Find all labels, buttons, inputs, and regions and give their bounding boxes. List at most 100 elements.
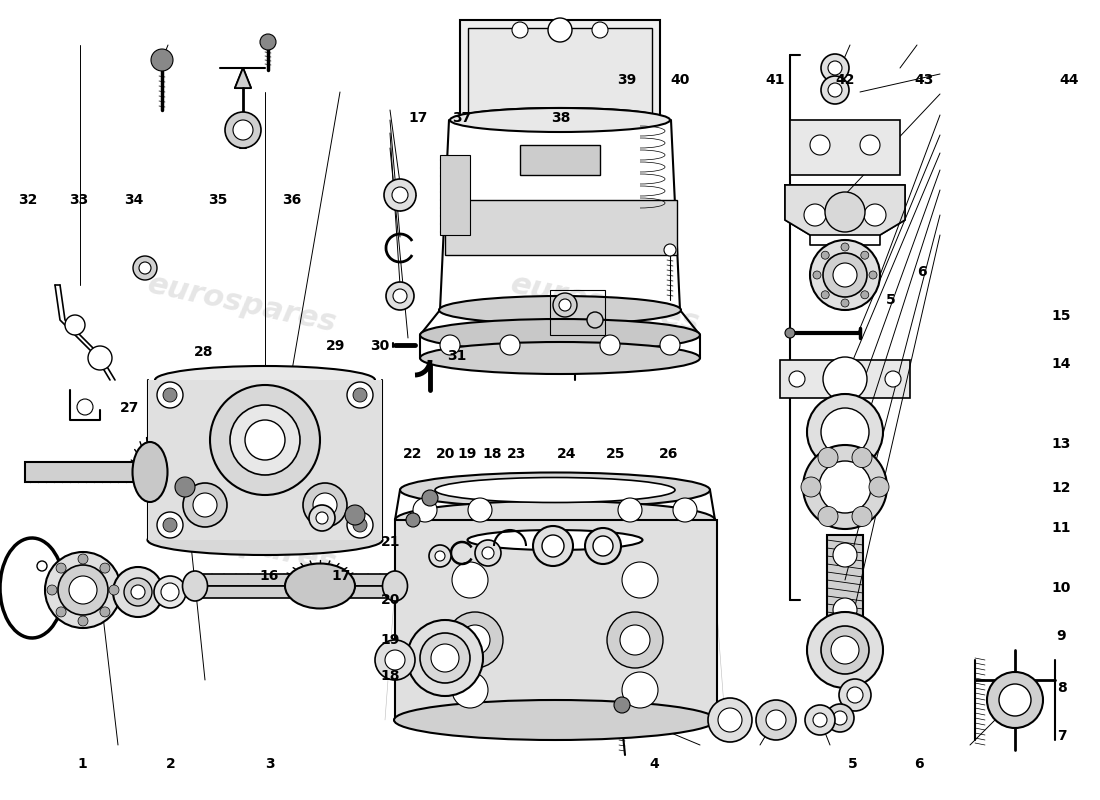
Text: 15: 15 bbox=[1052, 309, 1071, 323]
Circle shape bbox=[805, 705, 835, 735]
Bar bbox=[790, 120, 900, 175]
Circle shape bbox=[789, 371, 805, 387]
Text: 41: 41 bbox=[766, 73, 785, 87]
Ellipse shape bbox=[434, 478, 675, 502]
Ellipse shape bbox=[183, 571, 208, 601]
Circle shape bbox=[131, 585, 145, 599]
Bar bbox=[460, 20, 660, 120]
Circle shape bbox=[828, 83, 842, 97]
Ellipse shape bbox=[383, 571, 407, 601]
Circle shape bbox=[839, 679, 871, 711]
Circle shape bbox=[353, 518, 367, 532]
Text: eurospares: eurospares bbox=[145, 510, 339, 578]
Circle shape bbox=[407, 620, 483, 696]
Text: 43: 43 bbox=[914, 73, 934, 87]
Circle shape bbox=[810, 135, 830, 155]
Circle shape bbox=[818, 447, 838, 467]
Circle shape bbox=[861, 290, 869, 298]
Circle shape bbox=[452, 562, 488, 598]
Circle shape bbox=[823, 357, 867, 401]
Circle shape bbox=[230, 405, 300, 475]
Circle shape bbox=[386, 282, 414, 310]
Circle shape bbox=[56, 563, 66, 573]
Circle shape bbox=[56, 607, 66, 617]
Circle shape bbox=[346, 512, 373, 538]
Circle shape bbox=[77, 399, 94, 415]
Circle shape bbox=[500, 335, 520, 355]
Circle shape bbox=[353, 388, 367, 402]
Circle shape bbox=[833, 711, 847, 725]
Text: 11: 11 bbox=[1052, 521, 1071, 535]
Text: 32: 32 bbox=[18, 193, 37, 207]
Circle shape bbox=[813, 271, 821, 279]
Circle shape bbox=[100, 607, 110, 617]
Circle shape bbox=[818, 506, 838, 526]
Circle shape bbox=[316, 512, 328, 524]
Polygon shape bbox=[780, 360, 910, 398]
Text: 19: 19 bbox=[458, 447, 477, 462]
Bar bbox=[25, 462, 150, 482]
Circle shape bbox=[621, 562, 658, 598]
Text: 6: 6 bbox=[914, 757, 923, 771]
Text: 21: 21 bbox=[381, 535, 400, 550]
Circle shape bbox=[587, 312, 603, 328]
Circle shape bbox=[810, 240, 880, 310]
Circle shape bbox=[785, 328, 795, 338]
Circle shape bbox=[482, 547, 494, 559]
Circle shape bbox=[45, 552, 121, 628]
Circle shape bbox=[861, 251, 869, 259]
Circle shape bbox=[309, 505, 336, 531]
Circle shape bbox=[833, 263, 857, 287]
Circle shape bbox=[163, 518, 177, 532]
Polygon shape bbox=[235, 68, 251, 88]
Text: 29: 29 bbox=[326, 338, 345, 353]
Ellipse shape bbox=[285, 563, 355, 609]
Text: 8: 8 bbox=[1057, 681, 1066, 695]
Bar bbox=[195, 586, 395, 598]
Text: 9: 9 bbox=[1057, 629, 1066, 643]
Text: 10: 10 bbox=[1052, 581, 1071, 595]
Text: 30: 30 bbox=[370, 338, 389, 353]
Circle shape bbox=[864, 204, 886, 226]
Circle shape bbox=[826, 704, 854, 732]
Circle shape bbox=[175, 477, 195, 497]
Circle shape bbox=[78, 554, 88, 564]
Circle shape bbox=[559, 299, 571, 311]
Polygon shape bbox=[785, 185, 905, 235]
Circle shape bbox=[842, 243, 849, 251]
Circle shape bbox=[593, 536, 613, 556]
Circle shape bbox=[801, 477, 821, 497]
Circle shape bbox=[475, 540, 500, 566]
Circle shape bbox=[620, 625, 650, 655]
Circle shape bbox=[460, 625, 490, 655]
Circle shape bbox=[803, 445, 887, 529]
Ellipse shape bbox=[460, 108, 660, 128]
Text: 22: 22 bbox=[403, 447, 422, 462]
Circle shape bbox=[183, 483, 227, 527]
Circle shape bbox=[999, 684, 1031, 716]
Text: 44: 44 bbox=[1059, 73, 1079, 87]
Text: 2: 2 bbox=[166, 757, 175, 771]
Circle shape bbox=[452, 672, 488, 708]
Ellipse shape bbox=[394, 700, 716, 740]
Circle shape bbox=[585, 528, 622, 564]
Circle shape bbox=[58, 565, 108, 615]
Circle shape bbox=[852, 506, 872, 526]
Circle shape bbox=[807, 612, 883, 688]
Text: eurospares: eurospares bbox=[508, 270, 702, 338]
Circle shape bbox=[431, 644, 459, 672]
Circle shape bbox=[708, 698, 752, 742]
Circle shape bbox=[392, 187, 408, 203]
Text: 14: 14 bbox=[1052, 357, 1071, 371]
Text: 28: 28 bbox=[194, 345, 213, 359]
Circle shape bbox=[766, 710, 786, 730]
Text: 42: 42 bbox=[835, 73, 855, 87]
Bar bbox=[550, 290, 605, 335]
Ellipse shape bbox=[155, 366, 375, 394]
Text: 19: 19 bbox=[381, 633, 400, 647]
Circle shape bbox=[600, 335, 620, 355]
Circle shape bbox=[69, 576, 97, 604]
Ellipse shape bbox=[147, 525, 383, 555]
Circle shape bbox=[302, 483, 346, 527]
Circle shape bbox=[422, 490, 438, 506]
